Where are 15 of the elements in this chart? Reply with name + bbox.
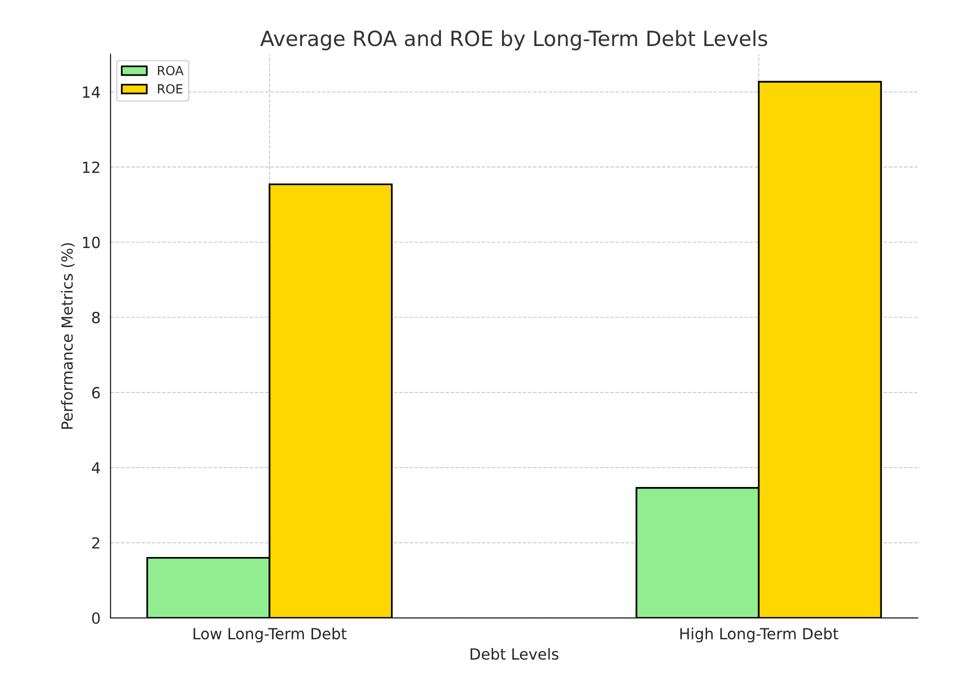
y-tick-label: 8: [92, 312, 100, 324]
legend-label: ROA: [158, 66, 184, 76]
y-tick-label: 2: [92, 537, 100, 549]
y-tick-label: 14: [83, 86, 100, 98]
y-tick-label: 6: [92, 386, 100, 398]
y-tick-label: 4: [92, 462, 100, 474]
y-tick-label: 10: [83, 236, 100, 248]
y-tick-label: 12: [83, 162, 100, 173]
y-axis-title: Performance Metrics (%): [61, 243, 75, 429]
legend-label: ROE: [158, 84, 182, 94]
x-tick-label: High Long-Term Debt: [680, 628, 838, 642]
x-tick-label: Low Long-Term Debt: [194, 628, 347, 642]
y-tick-label: 0: [92, 612, 100, 624]
chart-title: Average ROA and ROE by Long-Term Debt Levels: [260, 30, 768, 50]
x-axis-title: Debt Levels: [470, 648, 558, 660]
